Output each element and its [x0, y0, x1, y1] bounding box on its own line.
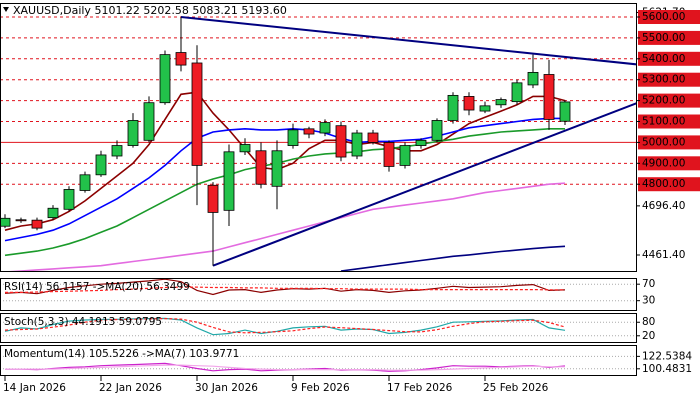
candle-body [191, 62, 203, 166]
candle-body [495, 99, 507, 106]
menu-arrow [3, 7, 9, 12]
indicator-line [4, 317, 566, 334]
trendline [212, 101, 637, 267]
level-label-box [638, 51, 700, 66]
indicator-line [4, 91, 566, 231]
level-label-box [638, 30, 700, 45]
candle-body [127, 120, 139, 146]
level-label-box [638, 135, 700, 150]
panel-frame [0, 278, 637, 311]
candle-body [351, 132, 363, 157]
candle-body [223, 151, 235, 211]
candle-body [0, 217, 11, 227]
indicator-line [4, 117, 565, 242]
x-tick-label: 14 Jan 2026 [3, 382, 66, 394]
y-tick-label: 80 [642, 316, 655, 328]
y-tick-label: 5000.00 [642, 136, 685, 148]
indicator-line [5, 364, 565, 371]
y-tick-label: 70 [642, 278, 655, 290]
candle-body [511, 82, 523, 103]
candle-body [95, 154, 107, 176]
level-label-box [638, 114, 700, 129]
candle-body [143, 102, 155, 141]
y-tick-label: 5600.00 [642, 11, 685, 23]
x-tick-label: 22 Jan 2026 [99, 382, 162, 394]
candle-body [255, 150, 267, 185]
indicator-line [4, 278, 566, 296]
indicator-line [340, 245, 566, 272]
y-tick-label: 30 [642, 295, 655, 307]
indicator-title: Stoch(5,3,3) 44.1913 59.0795 [4, 316, 162, 328]
candle-body [399, 145, 411, 166]
panel [0, 355, 637, 372]
y-tick-label: 4461.40 [642, 249, 685, 261]
indicator-line [5, 286, 565, 293]
candle-body [239, 144, 251, 153]
candle-body [207, 184, 219, 213]
y-tick-label: 100.4831 [642, 363, 692, 375]
x-tick-label: 30 Jan 2026 [195, 382, 258, 394]
panel-frame [0, 313, 637, 343]
candle-body [367, 132, 379, 143]
candle-body [415, 139, 427, 146]
candle-body [159, 54, 171, 104]
candle-body [319, 122, 331, 134]
candle-body [175, 52, 187, 66]
candle-body [303, 128, 315, 135]
y-tick-label: 122.5384 [642, 350, 692, 362]
candle-body [543, 74, 555, 120]
y-tick-label: 4800.00 [642, 178, 685, 190]
y-tick-label: 5500.00 [642, 32, 685, 44]
candle-body [63, 189, 75, 210]
panel [0, 278, 637, 302]
indicator-line [4, 182, 566, 272]
panel-frame [0, 345, 637, 376]
candle-body [559, 101, 571, 122]
indicator-title: RSI(14) 56.1157 ->MA(20) 56.3499 [4, 281, 190, 293]
candle-body [15, 219, 27, 222]
candle-body [479, 105, 491, 112]
candle-body [31, 219, 43, 229]
candle-body [463, 96, 475, 111]
trendline [180, 16, 637, 66]
candle-body [47, 207, 59, 219]
candle-body [447, 94, 459, 121]
x-tick-label: 25 Feb 2026 [483, 382, 549, 394]
y-tick-label: 5100.00 [642, 116, 685, 128]
indicator-title: Momentum(14) 105.5226 ->MA(7) 103.9771 [4, 348, 239, 360]
y-tick-label: 5400.00 [642, 53, 685, 65]
candle-body [335, 125, 347, 158]
candle-body [79, 174, 91, 191]
y-tick-label: 4696.40 [642, 200, 685, 212]
candle-body [527, 71, 539, 86]
level-label-box [638, 93, 700, 108]
level-label-box [638, 72, 700, 87]
x-tick-label: 9 Feb 2026 [291, 382, 350, 394]
candle-body [287, 129, 299, 146]
level-label-box [638, 177, 700, 192]
y-tick-label: 5300.00 [642, 74, 685, 86]
indicator-line [4, 128, 565, 257]
level-label-box [638, 10, 700, 25]
x-tick-label: 17 Feb 2026 [387, 382, 453, 394]
candle-body [271, 150, 283, 187]
y-tick-label: 4900.00 [642, 157, 685, 169]
candle-body [383, 142, 395, 167]
panel-frame [0, 3, 637, 272]
level-label-box [638, 156, 700, 171]
y-tick-label: 5200.00 [642, 95, 685, 107]
candle-body [431, 120, 443, 141]
chart-title: XAUUSD,Daily 5101.22 5202.58 5083.21 519… [13, 4, 287, 17]
y-tick-label: 20 [642, 330, 655, 342]
candle-body [111, 145, 123, 157]
indicator-line [4, 317, 566, 336]
panel [0, 16, 637, 272]
panel [0, 317, 637, 337]
